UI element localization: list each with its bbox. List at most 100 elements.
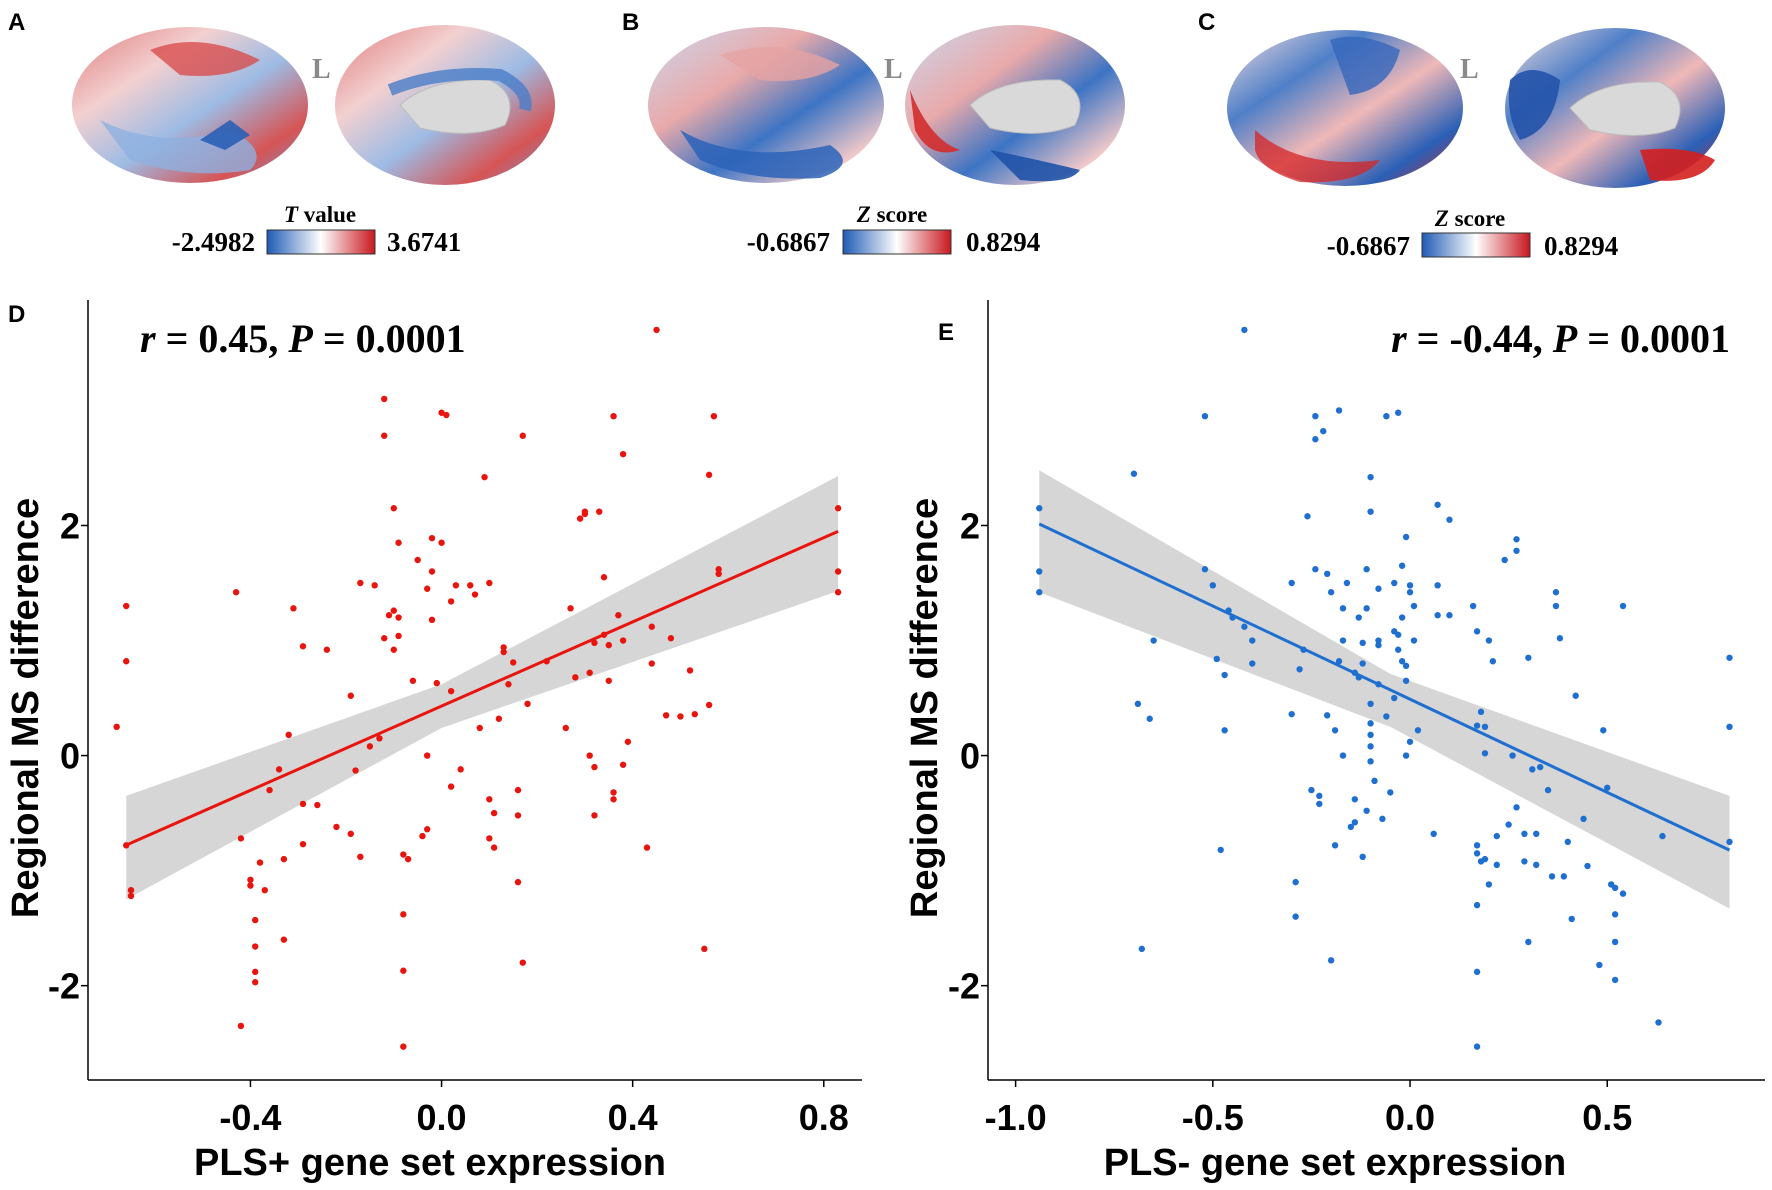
- data-point-d-49: [400, 1043, 407, 1050]
- data-point-d-81: [500, 648, 507, 656]
- data-point-e-147: [1611, 911, 1619, 918]
- data-point-e-62: [1367, 720, 1374, 727]
- y-tick-e-2: 2: [960, 505, 988, 546]
- data-point-d-0: [123, 602, 130, 610]
- data-point-d-116: [648, 660, 655, 667]
- y-tick-e-1: 0: [960, 736, 988, 777]
- y-axis-title-e: Regional MS difference: [904, 498, 946, 918]
- data-point-e-112: [1481, 855, 1489, 863]
- x-tick-label-d-0: -0.4: [219, 1097, 281, 1138]
- data-point-e-22: [1288, 710, 1295, 718]
- data-point-e-153: [1655, 1019, 1662, 1026]
- data-point-d-61: [433, 679, 440, 687]
- data-point-e-136: [1556, 635, 1564, 642]
- stat-annotation-d: r = 0.45, P = 0.0001: [140, 316, 466, 361]
- y-ticks-d: -2 0 2: [48, 505, 88, 1007]
- data-point-e-28: [1308, 786, 1315, 794]
- data-point-e-7: [1150, 637, 1157, 644]
- data-point-d-88: [519, 959, 526, 966]
- data-point-d-5: [127, 892, 135, 900]
- data-point-d-118: [653, 326, 660, 334]
- panel-label-e: E: [938, 319, 954, 346]
- data-point-d-126: [705, 701, 713, 709]
- colorbar-gradient-c: [1421, 232, 1531, 258]
- scatter-chart-e: E -1.0 -0.5 0.0 0.5 -2 0 2 PLS- gene set…: [904, 300, 1765, 1184]
- data-point-e-58: [1363, 566, 1370, 573]
- data-point-d-85: [514, 812, 522, 819]
- data-point-d-60: [428, 616, 436, 624]
- data-point-d-40: [385, 612, 393, 619]
- data-point-d-7: [237, 835, 245, 842]
- data-point-d-30: [347, 692, 354, 699]
- data-point-d-91: [562, 724, 569, 732]
- data-point-e-12: [1217, 846, 1224, 854]
- data-point-e-148: [1611, 938, 1619, 946]
- data-point-e-102: [1473, 722, 1481, 729]
- data-point-d-131: [834, 568, 842, 575]
- data-point-e-49: [1351, 819, 1359, 826]
- data-point-e-93: [1414, 727, 1422, 734]
- data-point-d-33: [357, 579, 364, 587]
- data-point-d-73: [481, 473, 488, 481]
- data-point-e-80: [1394, 631, 1402, 638]
- panel-label-c: C: [1198, 9, 1215, 36]
- data-point-d-25: [299, 800, 307, 808]
- panel-label-a: A: [8, 9, 25, 36]
- stat-p-e: 0.0001: [1620, 316, 1730, 361]
- regression-line-d: [125, 529, 839, 847]
- data-point-e-144: [1600, 727, 1607, 734]
- data-point-d-129: [715, 570, 722, 578]
- data-point-e-105: [1473, 901, 1481, 909]
- data-point-e-37: [1327, 957, 1335, 964]
- data-point-e-143: [1596, 961, 1603, 969]
- data-point-d-125: [705, 471, 713, 479]
- data-point-e-17: [1241, 326, 1248, 334]
- data-point-d-2: [113, 723, 120, 731]
- data-point-e-6: [1146, 715, 1153, 722]
- data-point-e-47: [1347, 823, 1355, 831]
- data-point-e-129: [1533, 830, 1540, 838]
- data-point-e-145: [1604, 784, 1611, 791]
- data-point-d-120: [667, 635, 675, 642]
- panel-label-d: D: [8, 301, 25, 328]
- data-point-d-119: [662, 712, 670, 719]
- data-point-e-41: [1335, 658, 1343, 665]
- hemisphere-label-c: L: [1460, 54, 1479, 85]
- data-point-e-74: [1387, 789, 1394, 796]
- data-point-e-43: [1339, 637, 1347, 644]
- stat-r-e: -0.44: [1449, 316, 1532, 361]
- data-point-e-64: [1367, 743, 1374, 750]
- data-point-e-119: [1505, 821, 1512, 828]
- data-point-e-135: [1552, 602, 1560, 610]
- data-point-e-73: [1383, 713, 1390, 720]
- data-point-d-46: [395, 539, 402, 546]
- data-point-e-31: [1312, 566, 1319, 573]
- data-point-e-132: [1544, 786, 1552, 794]
- data-point-d-123: [691, 710, 698, 718]
- data-point-d-14: [252, 979, 259, 986]
- data-point-e-72: [1383, 412, 1390, 420]
- data-point-e-14: [1221, 671, 1228, 679]
- data-point-e-94: [1430, 830, 1437, 838]
- data-point-e-45: [1339, 752, 1347, 759]
- data-point-e-63: [1367, 700, 1374, 708]
- y-tick-label-d-1: 0: [60, 736, 80, 777]
- data-point-d-27: [323, 646, 331, 653]
- data-point-e-90: [1406, 738, 1414, 745]
- x-axis-title-e: PLS- gene set expression: [1104, 1142, 1567, 1184]
- data-point-e-60: [1367, 473, 1374, 481]
- data-point-e-134: [1552, 589, 1560, 596]
- data-point-d-86: [514, 878, 522, 886]
- brain-panel-a: A L T value -2.4982 3.6741: [8, 9, 555, 257]
- stat-r-d: 0.45: [198, 316, 268, 361]
- colorbar-min-b: -0.6867: [747, 227, 830, 257]
- stat-p-d: 0.0001: [356, 316, 466, 361]
- data-point-e-42: [1335, 407, 1343, 414]
- data-point-d-130: [834, 505, 842, 512]
- data-point-e-35: [1323, 712, 1331, 719]
- data-point-e-9: [1201, 566, 1209, 573]
- data-point-d-44: [395, 632, 402, 640]
- data-point-d-107: [610, 412, 617, 420]
- data-point-d-109: [610, 796, 617, 803]
